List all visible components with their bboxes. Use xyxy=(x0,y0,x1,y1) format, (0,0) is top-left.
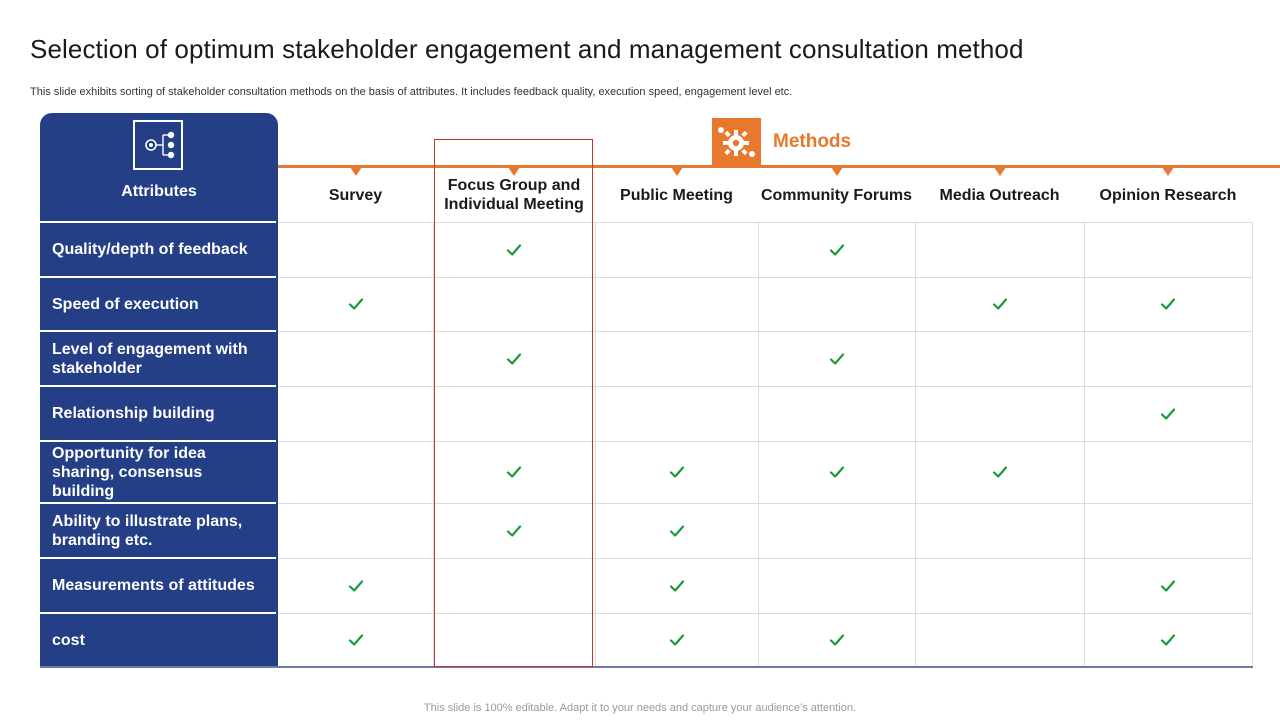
highlighted-column-frame xyxy=(434,139,593,667)
checkmark-icon xyxy=(1158,294,1178,314)
column-header-community-forums: Community Forums xyxy=(760,186,913,204)
grid-row-line xyxy=(278,222,1252,223)
column-header-opinion-research: Opinion Research xyxy=(1099,186,1237,204)
checkmark-icon xyxy=(346,294,366,314)
grid-row-line xyxy=(278,503,1252,504)
attribute-row-speed-of-execution: Speed of execution xyxy=(40,276,276,330)
grid-row-line xyxy=(278,386,1252,387)
checkmark-icon xyxy=(504,240,524,260)
attribute-row-quality-depth-of-feedback: Quality/depth of feedback xyxy=(40,221,276,276)
network-diagram-icon xyxy=(133,120,183,170)
attribute-row-opportunity-for-idea-sharing-consensus-building: Opportunity for idea sharing, consensus … xyxy=(40,440,276,502)
column-header-focus-group-and-individual-meeting: Focus Group and Individual Meeting xyxy=(444,177,584,213)
grid-column-line xyxy=(595,222,596,667)
column-header-survey: Survey xyxy=(328,186,383,204)
checkmark-icon xyxy=(504,462,524,482)
checkmark-icon xyxy=(667,462,687,482)
grid-column-line xyxy=(758,222,759,667)
checkmark-icon xyxy=(1158,630,1178,650)
grid-column-line xyxy=(1084,222,1085,667)
checkmark-icon xyxy=(504,521,524,541)
checkmark-icon xyxy=(346,630,366,650)
gears-icon xyxy=(712,118,761,166)
checkmark-icon xyxy=(504,349,524,369)
attribute-row-relationship-building: Relationship building xyxy=(40,385,276,440)
checkmark-icon xyxy=(990,294,1010,314)
checkmark-icon xyxy=(827,630,847,650)
column-marker xyxy=(830,167,843,176)
checkmark-icon xyxy=(827,240,847,260)
slide-title: Selection of optimum stakeholder engagem… xyxy=(30,34,1024,64)
grid-row-line xyxy=(278,277,1252,278)
grid-row-line xyxy=(278,331,1252,332)
attribute-row-cost: cost xyxy=(40,612,276,666)
checkmark-icon xyxy=(827,462,847,482)
column-marker xyxy=(993,167,1006,176)
slide-footer: This slide is 100% editable. Adapt it to… xyxy=(423,702,857,714)
column-marker xyxy=(349,167,362,176)
checkmark-icon xyxy=(1158,404,1178,424)
checkmark-icon xyxy=(667,521,687,541)
attribute-row-ability-to-illustrate-plans-branding-etc: Ability to illustrate plans, branding et… xyxy=(40,502,276,557)
column-marker xyxy=(508,167,520,176)
attributes-panel: Attributes Quality/depth of feedback Spee… xyxy=(40,113,278,668)
checkmark-icon xyxy=(346,576,366,596)
checkmark-icon xyxy=(667,576,687,596)
attributes-header-label: Attributes xyxy=(121,183,197,200)
grid-row-line xyxy=(278,558,1252,559)
grid-column-line xyxy=(915,222,916,667)
column-marker xyxy=(670,167,683,176)
grid-row-line xyxy=(278,613,1252,614)
checkmark-icon xyxy=(667,630,687,650)
column-header-public-meeting: Public Meeting xyxy=(620,186,733,204)
checkmark-icon xyxy=(990,462,1010,482)
methods-divider xyxy=(278,165,1280,168)
grid-column-line xyxy=(1252,222,1253,667)
methods-header-label: Methods xyxy=(773,131,852,152)
attribute-row-level-of-engagement-with-stakeholder: Level of engagement with stakeholder xyxy=(40,330,276,385)
checkmark-icon xyxy=(1158,576,1178,596)
attributes-header: Attributes xyxy=(40,113,278,221)
slide-subtitle: This slide exhibits sorting of stakehold… xyxy=(30,86,793,98)
column-marker xyxy=(1162,167,1174,176)
attribute-row-measurements-of-attitudes: Measurements of attitudes xyxy=(40,557,276,612)
grid-column-line xyxy=(433,222,434,667)
checkmark-icon xyxy=(827,349,847,369)
table-bottom-border xyxy=(40,666,1253,668)
grid-row-line xyxy=(278,441,1252,442)
column-header-media-outreach: Media Outreach xyxy=(939,186,1060,204)
